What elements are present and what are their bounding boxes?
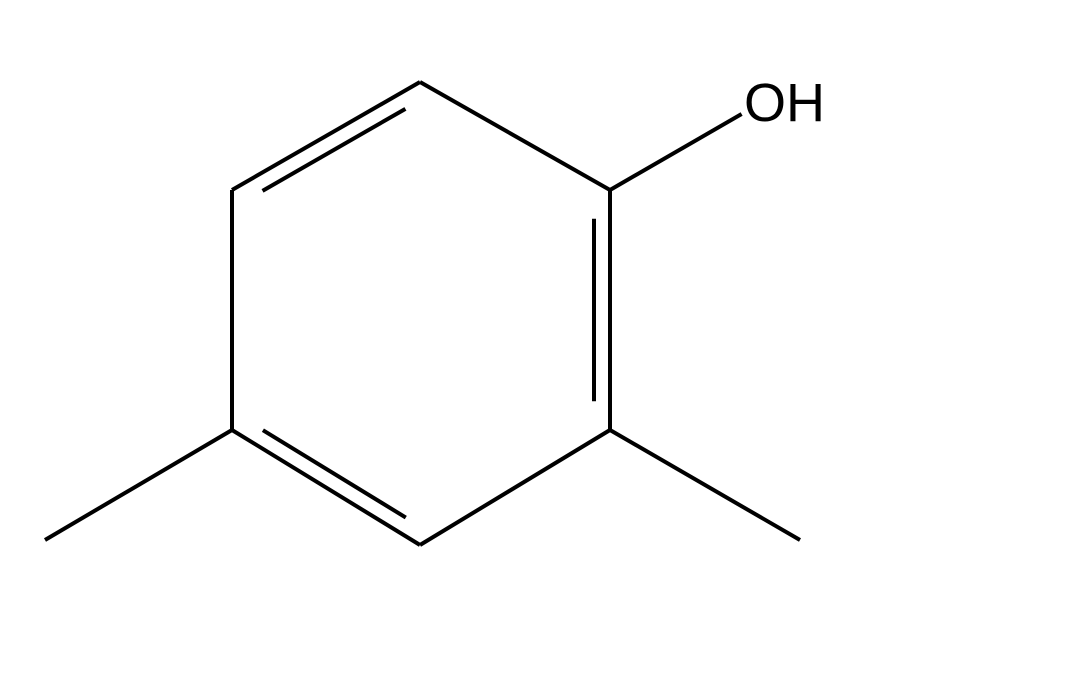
molecule-canvas: OH — [0, 0, 1071, 678]
molecule-svg — [0, 0, 1071, 678]
atom-label-oh: OH — [744, 72, 825, 134]
